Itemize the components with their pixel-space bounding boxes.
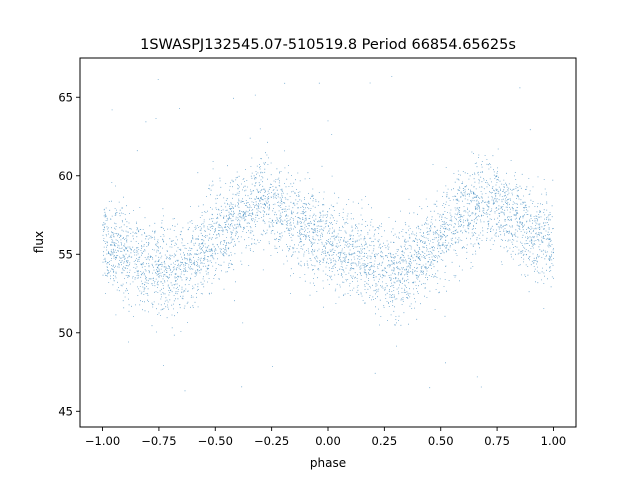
x-axis-ticks: −1.00 −0.75 −0.50 −0.25 0.00 0.25 0.50 0.75 1.00 xyxy=(85,427,566,448)
y-axis-label: flux xyxy=(32,231,46,253)
y-tick-label: 45 xyxy=(58,404,73,418)
y-tick-label: 60 xyxy=(58,169,73,183)
x-tick-label: 0.00 xyxy=(315,434,341,448)
y-tick-label: 55 xyxy=(58,247,73,261)
x-tick-label: −0.50 xyxy=(198,434,233,448)
x-tick-label: 0.75 xyxy=(484,434,510,448)
x-tick-label: 0.50 xyxy=(428,434,454,448)
plot-frame xyxy=(79,57,577,428)
x-tick-label: −0.75 xyxy=(141,434,176,448)
x-tick-label: −1.00 xyxy=(85,434,120,448)
x-tick-label: −0.25 xyxy=(254,434,289,448)
chart-title: 1SWASPJ132545.07-510519.8 Period 66854.6… xyxy=(140,37,516,53)
x-axis-label: phase xyxy=(310,456,346,470)
y-axis-ticks: 45 50 55 60 65 xyxy=(58,90,80,418)
x-tick-label: 1.00 xyxy=(541,434,567,448)
y-tick-label: 65 xyxy=(58,90,73,104)
x-tick-label: 0.25 xyxy=(372,434,398,448)
y-tick-label: 50 xyxy=(58,326,73,340)
